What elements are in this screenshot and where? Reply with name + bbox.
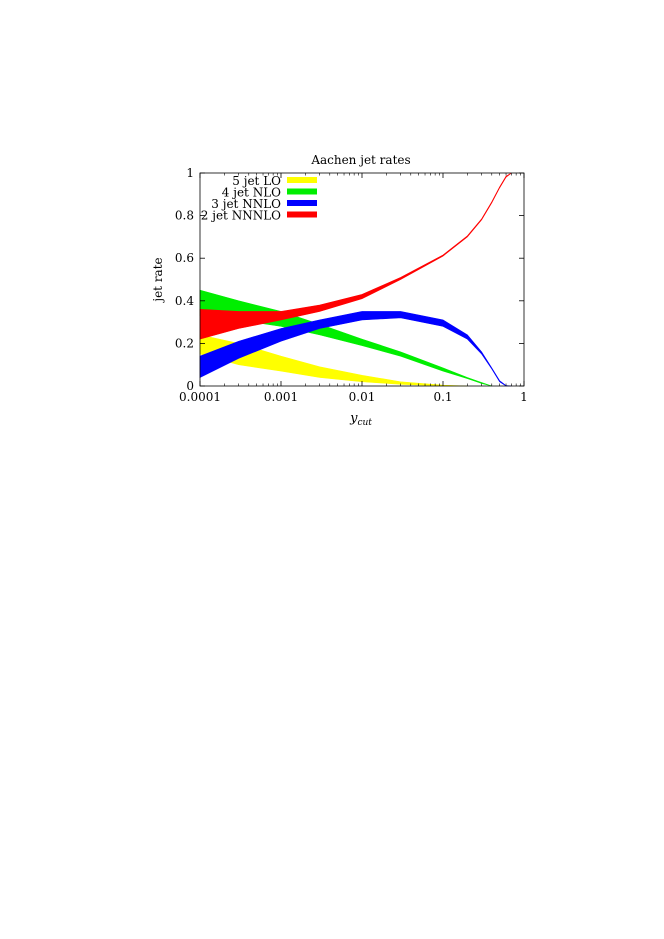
y-tick-label: 0.4 bbox=[175, 294, 194, 308]
legend-swatch bbox=[287, 188, 317, 195]
x-tick-label: 0.0001 bbox=[179, 390, 221, 404]
y-axis-ticks: 0 0.2 0.4 0.6 0.8 1 bbox=[175, 166, 524, 393]
x-axis-ticks: 0.0001 0.001 0.01 0.1 1 bbox=[179, 173, 528, 404]
legend-swatch bbox=[287, 200, 317, 206]
x-tick-label: 1 bbox=[520, 390, 528, 404]
legend-swatch bbox=[287, 177, 317, 183]
y-tick-label: 0.2 bbox=[175, 336, 194, 350]
legend-label: 4 jet NLO bbox=[222, 186, 281, 200]
y-axis-label: jet rate bbox=[151, 257, 165, 303]
y-tick-label: 0.6 bbox=[175, 251, 194, 265]
legend-swatch bbox=[287, 211, 317, 218]
legend-label: 3 jet NNLO bbox=[211, 197, 281, 211]
x-tick-label: 0.001 bbox=[264, 390, 298, 404]
y-tick-label: 0.8 bbox=[175, 209, 194, 223]
legend-label: 5 jet LO bbox=[232, 174, 281, 188]
chart-title: Aachen jet rates bbox=[310, 153, 410, 167]
y-tick-label: 1 bbox=[186, 166, 194, 180]
y-tick-label: 0 bbox=[186, 379, 194, 393]
band-3 bbox=[199, 172, 512, 340]
x-tick-label: 0.01 bbox=[349, 390, 376, 404]
legend-label: 2 jet NNNLO bbox=[201, 209, 281, 223]
x-axis-label-main: y bbox=[349, 411, 358, 426]
band-1 bbox=[199, 289, 492, 387]
x-axis-label: ycut bbox=[349, 411, 372, 428]
x-tick-label: 0.1 bbox=[433, 390, 452, 404]
x-axis-label-subscript: cut bbox=[357, 418, 372, 428]
